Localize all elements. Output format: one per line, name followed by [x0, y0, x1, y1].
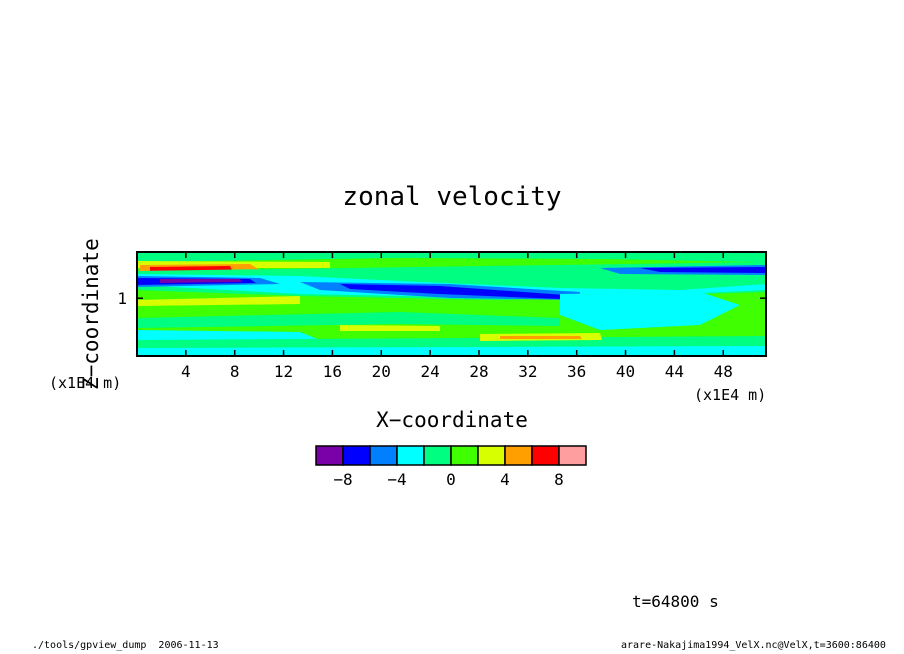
x-tick-label: 24 [420, 362, 439, 381]
footer-right: arare-Nakajima1994_VelX.nc@VelX,t=3600:8… [621, 640, 886, 651]
x-tick-label: 40 [616, 362, 635, 381]
colorbar-tick-label: 8 [554, 470, 564, 489]
colorbar: −8 −4 0 4 8 [315, 445, 587, 489]
contour-region-13 [137, 296, 300, 306]
x-tick-label: 8 [230, 362, 240, 381]
contour-region-16 [340, 325, 440, 331]
contour-region-17 [137, 330, 320, 340]
colorbar-tick-label: 0 [446, 470, 456, 489]
time-annotation: t=64800 s [632, 592, 719, 611]
contour-region-12 [640, 267, 766, 273]
colorbar-swatch-5 [450, 445, 479, 466]
x-tick-label: 20 [372, 362, 391, 381]
colorbar-swatch-6 [477, 445, 506, 466]
colorbar-swatch-7 [504, 445, 533, 466]
contour-region-15 [137, 312, 560, 328]
velocity-field [137, 252, 766, 356]
x-tick-label: 12 [274, 362, 293, 381]
x-axis-label: X−coordinate [376, 408, 528, 432]
contour-region-0 [137, 252, 766, 262]
colorbar-tick-label: −8 [333, 470, 352, 489]
colorbar-swatch-3 [396, 445, 425, 466]
y-axis: 1 [117, 289, 766, 308]
x-tick-label: 28 [469, 362, 488, 381]
chart-title: zonal velocity [342, 182, 562, 212]
x-tick-label: 36 [567, 362, 586, 381]
y-tick-label: 1 [117, 289, 127, 308]
colorbar-swatch-1 [342, 445, 371, 466]
colorbar-swatch-4 [423, 445, 452, 466]
x-axis-unit: (x1E4 m) [694, 386, 767, 404]
colorbar-swatch-9 [558, 445, 587, 466]
x-tick-label: 16 [323, 362, 342, 381]
colorbar-tick-label: −4 [387, 470, 406, 489]
colorbar-swatch-0 [315, 445, 344, 466]
contour-region-8 [160, 279, 242, 283]
contour-region-20 [500, 336, 582, 339]
contour-region-3 [150, 266, 232, 271]
contour-region-21 [137, 346, 766, 356]
colorbar-tick-label: 4 [500, 470, 510, 489]
x-axis: 4 8 12 16 20 24 28 32 36 40 44 48 [181, 252, 733, 381]
colorbar-swatch-2 [369, 445, 398, 466]
x-tick-label: 48 [714, 362, 733, 381]
x-tick-label: 32 [518, 362, 537, 381]
footer-left: ./tools/gpview_dump 2006-11-13 [32, 640, 219, 651]
y-axis-unit: (x1E4 m) [49, 374, 122, 392]
plot-frame [136, 251, 767, 357]
contour-region-14 [560, 292, 740, 330]
contour-region-10 [340, 284, 565, 299]
colorbar-swatch-8 [531, 445, 560, 466]
x-tick-label: 44 [665, 362, 684, 381]
x-tick-label: 4 [181, 362, 191, 381]
